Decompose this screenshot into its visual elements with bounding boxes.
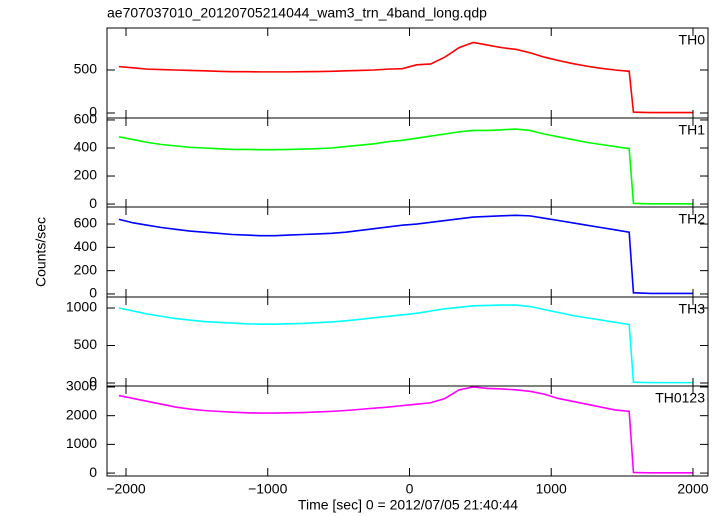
x-tick-label: −2000 — [106, 481, 146, 497]
data-line — [118, 128, 693, 205]
y-tick-label: 200 — [74, 261, 98, 277]
y-axis-label: Counts/sec — [33, 217, 49, 287]
y-tick-label: 0 — [89, 464, 97, 480]
x-axis-label: Time [sec] 0 = 2012/07/05 21:40:44 — [298, 497, 518, 513]
y-tick-label: 600 — [74, 111, 98, 127]
data-line — [118, 386, 693, 474]
series-label: TH3 — [679, 301, 706, 317]
data-line — [118, 41, 693, 114]
y-tick-label: 0 — [89, 285, 97, 301]
data-line — [118, 304, 693, 384]
y-tick-label: 3000 — [66, 378, 97, 394]
y-tick-label: 500 — [74, 336, 98, 352]
series-label: TH0 — [679, 32, 706, 48]
panel-frame — [106, 27, 709, 119]
y-tick-label: 400 — [74, 238, 98, 254]
y-tick-label: 1000 — [66, 435, 97, 451]
series-label: TH2 — [679, 211, 706, 227]
x-tick-label: 0 — [406, 481, 414, 497]
panel-frame — [106, 117, 709, 208]
panel-frame — [106, 385, 709, 477]
panel-frame — [106, 206, 709, 298]
y-tick-label: 0 — [89, 374, 97, 390]
y-tick-label: 0 — [89, 104, 97, 120]
x-tick-label: 1000 — [536, 481, 567, 497]
y-tick-label: 400 — [74, 139, 98, 155]
panel-frame — [106, 296, 709, 387]
series-label: TH1 — [679, 122, 706, 138]
x-tick-label: 2000 — [677, 481, 708, 497]
y-tick-label: 2000 — [66, 406, 97, 422]
y-tick-label: 200 — [74, 167, 98, 183]
y-tick-label: 0 — [89, 195, 97, 211]
y-tick-label: 500 — [74, 61, 98, 77]
y-tick-label: 600 — [74, 215, 98, 231]
data-line — [118, 214, 693, 295]
chart-title: ae707037010_20120705214044_wam3_trn_4ban… — [107, 5, 487, 21]
y-tick-label: 1000 — [66, 299, 97, 315]
series-label: TH0123 — [655, 390, 705, 406]
x-tick-label: −1000 — [248, 481, 288, 497]
